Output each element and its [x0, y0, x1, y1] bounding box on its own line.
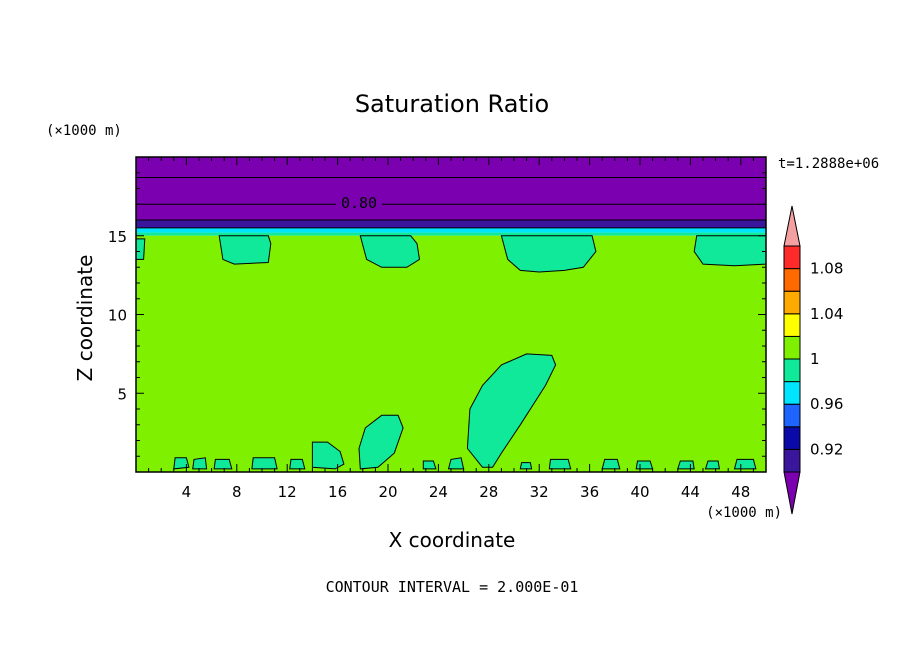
contour-region [311, 441, 345, 470]
y-tick-label: 10 [108, 307, 127, 325]
x-tick-label: 12 [278, 483, 297, 501]
color-layers [136, 157, 766, 472]
x-tick-label: 24 [429, 483, 448, 501]
colorbar-upper-arrow [783, 205, 801, 247]
x-tick-label: 16 [328, 483, 347, 501]
color-layer-0 [136, 157, 766, 220]
contour-lines [136, 176, 766, 229]
contour-region [601, 458, 621, 470]
contour-region [422, 460, 437, 470]
contour-region [289, 458, 306, 470]
x-unit-label: (×1000 m) [706, 505, 782, 521]
x-axis-label: X coordinate [389, 528, 516, 552]
contour-region [173, 457, 190, 470]
contour-region [635, 460, 654, 470]
contour-label-background [336, 194, 382, 210]
contour-regions [136, 235, 766, 470]
contour-region [251, 457, 278, 470]
x-tick-label: 28 [479, 483, 498, 501]
y-tick-label: 5 [117, 385, 127, 403]
contour-region [213, 458, 233, 470]
colorbar-label: 0.92 [810, 440, 843, 458]
color-layer-1 [136, 220, 766, 228]
contour-region [447, 457, 465, 470]
y-unit-label: (×1000 m) [46, 123, 122, 139]
colorbar-box [783, 358, 801, 383]
contour-region [359, 235, 421, 268]
color-layer-2 [136, 227, 766, 233]
x-axis-ticks: 4 8 12 16 20 24 28 32 36 40 44 48 [148, 157, 754, 501]
color-layer-4 [136, 235, 766, 472]
x-tick-label: 20 [378, 483, 397, 501]
x-tick-label: 8 [232, 483, 242, 501]
x-tick-label: 36 [580, 483, 599, 501]
colorbar-box [783, 335, 801, 360]
colorbar-box [783, 313, 801, 337]
colorbar [783, 205, 801, 515]
colorbar-box [783, 245, 801, 270]
color-layer-3 [136, 232, 766, 236]
y-axis-ticks: 5 10 15 [108, 172, 766, 457]
contour-region [733, 458, 757, 470]
contour-region [466, 353, 557, 468]
contour-region [519, 462, 533, 470]
plot-area [136, 157, 766, 472]
contour-interval-footer: CONTOUR INTERVAL = 2.000E-01 [326, 578, 579, 596]
colorbar-box [783, 448, 801, 473]
contour-region [500, 235, 597, 273]
contour-region [677, 460, 695, 470]
contour-region [192, 457, 208, 470]
colorbar-box [783, 290, 801, 315]
contour-region [218, 235, 272, 265]
x-tick-label: 40 [630, 483, 649, 501]
colorbar-box [783, 381, 801, 405]
time-label: t=1.2888e+06 [778, 156, 879, 172]
contour-region [693, 235, 766, 267]
x-tick-label: 4 [182, 483, 192, 501]
contour-value-label: 0.80 [341, 194, 377, 212]
colorbar-box [783, 403, 801, 428]
x-tick-label: 48 [731, 483, 750, 501]
colorbar-label: 1.04 [810, 305, 843, 323]
colorbar-labels: 0.92 0.96 1 1.04 1.08 [810, 260, 843, 459]
x-tick-label: 32 [530, 483, 549, 501]
colorbar-box [783, 426, 801, 450]
x-tick-label: 44 [681, 483, 700, 501]
y-tick-label: 15 [108, 228, 127, 246]
chart-title: Saturation Ratio [355, 90, 549, 118]
colorbar-label: 0.96 [810, 395, 843, 413]
y-axis-label: Z coordinate [73, 255, 97, 382]
contour-region [358, 414, 404, 470]
contour-region [548, 458, 572, 470]
colorbar-label: 1 [810, 350, 820, 368]
contour-region [704, 460, 720, 470]
colorbar-lower-arrow [783, 471, 801, 515]
colorbar-box [783, 268, 801, 292]
contour-region [136, 238, 146, 260]
colorbar-label: 1.08 [810, 260, 843, 278]
